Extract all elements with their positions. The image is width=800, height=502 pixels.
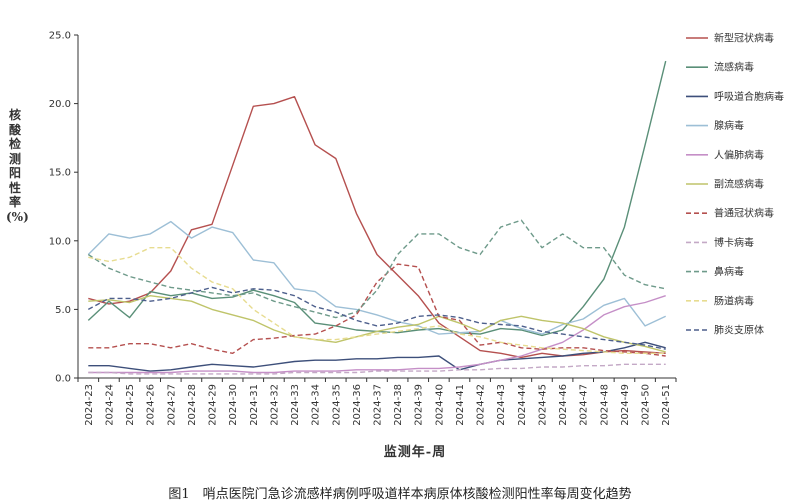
x-tick-label: 2024-49	[620, 384, 631, 426]
x-tick-label: 2024-29	[208, 384, 219, 426]
x-tick-label: 2024-39	[414, 384, 425, 426]
x-tick-label: 2024-32	[269, 384, 280, 426]
x-tick-label: 2024-46	[558, 384, 569, 426]
y-tick-label: 5.0	[55, 305, 71, 316]
x-tick-label: 2024-26	[146, 384, 157, 426]
legend-label: 流感病毒	[714, 61, 754, 74]
x-tick-label: 2024-50	[641, 384, 652, 426]
legend-label: 呼吸道合胞病毒	[714, 90, 784, 103]
x-tick-label: 2024-35	[331, 384, 342, 426]
x-tick-label: 2024-30	[228, 384, 239, 426]
legend-label: 肺炎支原体	[714, 325, 764, 337]
x-tick-label: 2024-40	[434, 384, 445, 426]
x-tick-label: 2024-51	[661, 384, 672, 426]
series-line	[87, 220, 666, 335]
y-tick-label: 15.0	[49, 168, 71, 179]
series-line	[88, 295, 666, 353]
y-tick-label: 20.0	[49, 99, 71, 110]
x-tick-label: 2024-23	[84, 384, 95, 426]
x-tick-label: 2024-41	[455, 384, 466, 426]
x-tick-label: 2024-34	[311, 384, 322, 426]
series-line	[88, 295, 666, 374]
x-tick-label: 2024-43	[496, 384, 507, 426]
x-tick-label: 2024-25	[125, 384, 136, 426]
legend-label: 腺病毒	[714, 119, 744, 132]
x-tick-label: 2024-44	[517, 384, 528, 426]
x-tick-label: 2024-24	[104, 384, 115, 426]
series-line	[87, 219, 666, 319]
series-line	[88, 341, 666, 372]
x-tick-label: 2024-47	[579, 384, 590, 426]
chart-legend: 新型冠状病毒流感病毒呼吸道合胞病毒腺病毒人偏肺病毒副流感病毒普通冠状病毒博卡病毒…	[686, 32, 784, 337]
series-line	[87, 60, 667, 337]
legend-label: 鼻病毒	[714, 265, 744, 278]
y-tick-label: 25.0	[49, 31, 71, 42]
x-tick-label: 2024-31	[249, 384, 260, 426]
x-tick-label: 2024-28	[187, 384, 198, 426]
series-line	[88, 363, 666, 375]
x-tick-label: 2024-36	[352, 384, 363, 426]
legend-label: 普通冠状病毒	[714, 207, 774, 220]
series-line	[88, 263, 666, 357]
legend-label: 博卡病毒	[714, 236, 754, 249]
series-line	[88, 246, 666, 354]
legend-label: 新型冠状病毒	[714, 32, 774, 45]
legend-label: 肠道病毒	[714, 294, 754, 307]
legend-label: 人偏肺病毒	[714, 148, 764, 161]
chart-axes: 0.0 5.0 10.0 15.0 20.0 25.0 2024-23 2024-24 2024…	[49, 31, 677, 426]
x-tick-label: 2024-37	[373, 384, 384, 426]
x-tick-label: 2024-38	[393, 384, 404, 426]
series-line	[87, 286, 666, 350]
x-tick-label: 2024-45	[537, 384, 548, 426]
y-tick-label: 10.0	[49, 236, 71, 247]
x-tick-label: 2024-48	[599, 384, 610, 426]
y-tick-label: 0.0	[55, 374, 71, 385]
x-tick-label: 2024-33	[290, 384, 301, 426]
figure-caption: 图1 哨点医院门急诊流感样病例呼吸道样本病原体核酸检测阳性率每周变化趋势	[168, 487, 632, 502]
legend-label: 副流感病毒	[714, 178, 764, 191]
x-tick-label: 2024-27	[166, 384, 177, 426]
y-axis-label: 核酸检测阳性率(%)	[6, 108, 29, 224]
chart-series	[87, 60, 667, 375]
series-line	[88, 95, 666, 359]
x-axis-label: 监测年-周	[383, 445, 447, 460]
x-tick-label: 2024-42	[476, 384, 487, 426]
